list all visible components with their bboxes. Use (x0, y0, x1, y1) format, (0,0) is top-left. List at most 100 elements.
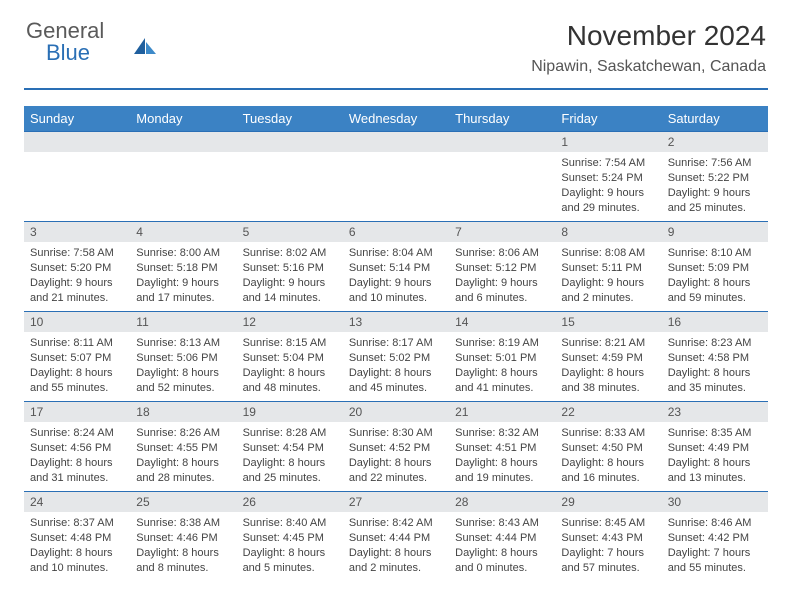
day-number: 27 (343, 492, 449, 512)
day-number: 6 (343, 222, 449, 242)
day-number: 29 (555, 492, 661, 512)
day-number: 26 (237, 492, 343, 512)
calendar-cell: 25Sunrise: 8:38 AMSunset: 4:46 PMDayligh… (130, 492, 236, 582)
calendar-cell: 29Sunrise: 8:45 AMSunset: 4:43 PMDayligh… (555, 492, 661, 582)
calendar-cell: 11Sunrise: 8:13 AMSunset: 5:06 PMDayligh… (130, 312, 236, 402)
day-number: 10 (24, 312, 130, 332)
calendar-cell: 30Sunrise: 8:46 AMSunset: 4:42 PMDayligh… (662, 492, 768, 582)
day-number (130, 132, 236, 152)
calendar-cell: 15Sunrise: 8:21 AMSunset: 4:59 PMDayligh… (555, 312, 661, 402)
day-body: Sunrise: 7:54 AMSunset: 5:24 PMDaylight:… (555, 152, 661, 219)
day-number: 23 (662, 402, 768, 422)
calendar-cell: 27Sunrise: 8:42 AMSunset: 4:44 PMDayligh… (343, 492, 449, 582)
calendar-cell: 23Sunrise: 8:35 AMSunset: 4:49 PMDayligh… (662, 402, 768, 492)
calendar-cell (343, 132, 449, 222)
calendar-body: 1Sunrise: 7:54 AMSunset: 5:24 PMDaylight… (24, 132, 768, 582)
weekday-header: Thursday (449, 106, 555, 132)
day-body: Sunrise: 8:02 AMSunset: 5:16 PMDaylight:… (237, 242, 343, 309)
weekday-header: Tuesday (237, 106, 343, 132)
day-body: Sunrise: 8:23 AMSunset: 4:58 PMDaylight:… (662, 332, 768, 399)
day-number: 8 (555, 222, 661, 242)
calendar-cell: 8Sunrise: 8:08 AMSunset: 5:11 PMDaylight… (555, 222, 661, 312)
calendar-cell: 1Sunrise: 7:54 AMSunset: 5:24 PMDaylight… (555, 132, 661, 222)
calendar-cell: 26Sunrise: 8:40 AMSunset: 4:45 PMDayligh… (237, 492, 343, 582)
day-number: 1 (555, 132, 661, 152)
calendar-cell: 16Sunrise: 8:23 AMSunset: 4:58 PMDayligh… (662, 312, 768, 402)
day-body: Sunrise: 8:06 AMSunset: 5:12 PMDaylight:… (449, 242, 555, 309)
day-number: 5 (237, 222, 343, 242)
day-body: Sunrise: 8:38 AMSunset: 4:46 PMDaylight:… (130, 512, 236, 579)
day-number: 25 (130, 492, 236, 512)
calendar-cell: 18Sunrise: 8:26 AMSunset: 4:55 PMDayligh… (130, 402, 236, 492)
day-body: Sunrise: 8:17 AMSunset: 5:02 PMDaylight:… (343, 332, 449, 399)
day-body: Sunrise: 8:33 AMSunset: 4:50 PMDaylight:… (555, 422, 661, 489)
calendar-cell: 28Sunrise: 8:43 AMSunset: 4:44 PMDayligh… (449, 492, 555, 582)
day-body: Sunrise: 8:37 AMSunset: 4:48 PMDaylight:… (24, 512, 130, 579)
day-body: Sunrise: 8:28 AMSunset: 4:54 PMDaylight:… (237, 422, 343, 489)
day-body: Sunrise: 8:35 AMSunset: 4:49 PMDaylight:… (662, 422, 768, 489)
calendar-week: 17Sunrise: 8:24 AMSunset: 4:56 PMDayligh… (24, 402, 768, 492)
day-body: Sunrise: 8:13 AMSunset: 5:06 PMDaylight:… (130, 332, 236, 399)
calendar-cell: 12Sunrise: 8:15 AMSunset: 5:04 PMDayligh… (237, 312, 343, 402)
day-number: 4 (130, 222, 236, 242)
day-body: Sunrise: 8:42 AMSunset: 4:44 PMDaylight:… (343, 512, 449, 579)
day-body: Sunrise: 8:08 AMSunset: 5:11 PMDaylight:… (555, 242, 661, 309)
calendar-cell (130, 132, 236, 222)
day-body: Sunrise: 8:11 AMSunset: 5:07 PMDaylight:… (24, 332, 130, 399)
weekday-header: Wednesday (343, 106, 449, 132)
calendar-cell: 6Sunrise: 8:04 AMSunset: 5:14 PMDaylight… (343, 222, 449, 312)
day-number: 17 (24, 402, 130, 422)
calendar-cell: 22Sunrise: 8:33 AMSunset: 4:50 PMDayligh… (555, 402, 661, 492)
calendar-cell: 3Sunrise: 7:58 AMSunset: 5:20 PMDaylight… (24, 222, 130, 312)
weekday-header: Sunday (24, 106, 130, 132)
calendar-cell: 2Sunrise: 7:56 AMSunset: 5:22 PMDaylight… (662, 132, 768, 222)
day-number: 22 (555, 402, 661, 422)
day-body: Sunrise: 8:10 AMSunset: 5:09 PMDaylight:… (662, 242, 768, 309)
month-title: November 2024 (531, 20, 766, 52)
day-body: Sunrise: 8:15 AMSunset: 5:04 PMDaylight:… (237, 332, 343, 399)
day-number: 9 (662, 222, 768, 242)
day-number (449, 132, 555, 152)
calendar-cell: 4Sunrise: 8:00 AMSunset: 5:18 PMDaylight… (130, 222, 236, 312)
day-number: 28 (449, 492, 555, 512)
day-number: 7 (449, 222, 555, 242)
calendar-cell (237, 132, 343, 222)
day-number: 19 (237, 402, 343, 422)
calendar-cell: 10Sunrise: 8:11 AMSunset: 5:07 PMDayligh… (24, 312, 130, 402)
calendar-cell: 21Sunrise: 8:32 AMSunset: 4:51 PMDayligh… (449, 402, 555, 492)
day-body: Sunrise: 8:40 AMSunset: 4:45 PMDaylight:… (237, 512, 343, 579)
header: November 2024 Nipawin, Saskatchewan, Can… (531, 20, 766, 76)
calendar: SundayMondayTuesdayWednesdayThursdayFrid… (24, 106, 768, 582)
day-number: 21 (449, 402, 555, 422)
divider-top (24, 88, 768, 90)
day-body: Sunrise: 8:46 AMSunset: 4:42 PMDaylight:… (662, 512, 768, 579)
day-number (24, 132, 130, 152)
calendar-week: 1Sunrise: 7:54 AMSunset: 5:24 PMDaylight… (24, 132, 768, 222)
calendar-week: 10Sunrise: 8:11 AMSunset: 5:07 PMDayligh… (24, 312, 768, 402)
day-body: Sunrise: 8:00 AMSunset: 5:18 PMDaylight:… (130, 242, 236, 309)
day-body: Sunrise: 8:04 AMSunset: 5:14 PMDaylight:… (343, 242, 449, 309)
weekday-header: Friday (555, 106, 661, 132)
day-body: Sunrise: 8:32 AMSunset: 4:51 PMDaylight:… (449, 422, 555, 489)
day-number: 12 (237, 312, 343, 332)
weekday-header: Saturday (662, 106, 768, 132)
weekday-header: Monday (130, 106, 236, 132)
day-body: Sunrise: 8:24 AMSunset: 4:56 PMDaylight:… (24, 422, 130, 489)
day-number: 2 (662, 132, 768, 152)
day-body: Sunrise: 8:45 AMSunset: 4:43 PMDaylight:… (555, 512, 661, 579)
day-body: Sunrise: 7:58 AMSunset: 5:20 PMDaylight:… (24, 242, 130, 309)
day-number (343, 132, 449, 152)
brand-part2-wrap: Blue (46, 40, 90, 66)
day-number: 30 (662, 492, 768, 512)
brand-sail-icon (134, 38, 156, 56)
calendar-cell: 13Sunrise: 8:17 AMSunset: 5:02 PMDayligh… (343, 312, 449, 402)
calendar-table: SundayMondayTuesdayWednesdayThursdayFrid… (24, 106, 768, 582)
day-number (237, 132, 343, 152)
calendar-cell (449, 132, 555, 222)
day-number: 16 (662, 312, 768, 332)
day-number: 15 (555, 312, 661, 332)
calendar-cell: 5Sunrise: 8:02 AMSunset: 5:16 PMDaylight… (237, 222, 343, 312)
day-body: Sunrise: 8:26 AMSunset: 4:55 PMDaylight:… (130, 422, 236, 489)
day-number: 13 (343, 312, 449, 332)
calendar-cell: 24Sunrise: 8:37 AMSunset: 4:48 PMDayligh… (24, 492, 130, 582)
